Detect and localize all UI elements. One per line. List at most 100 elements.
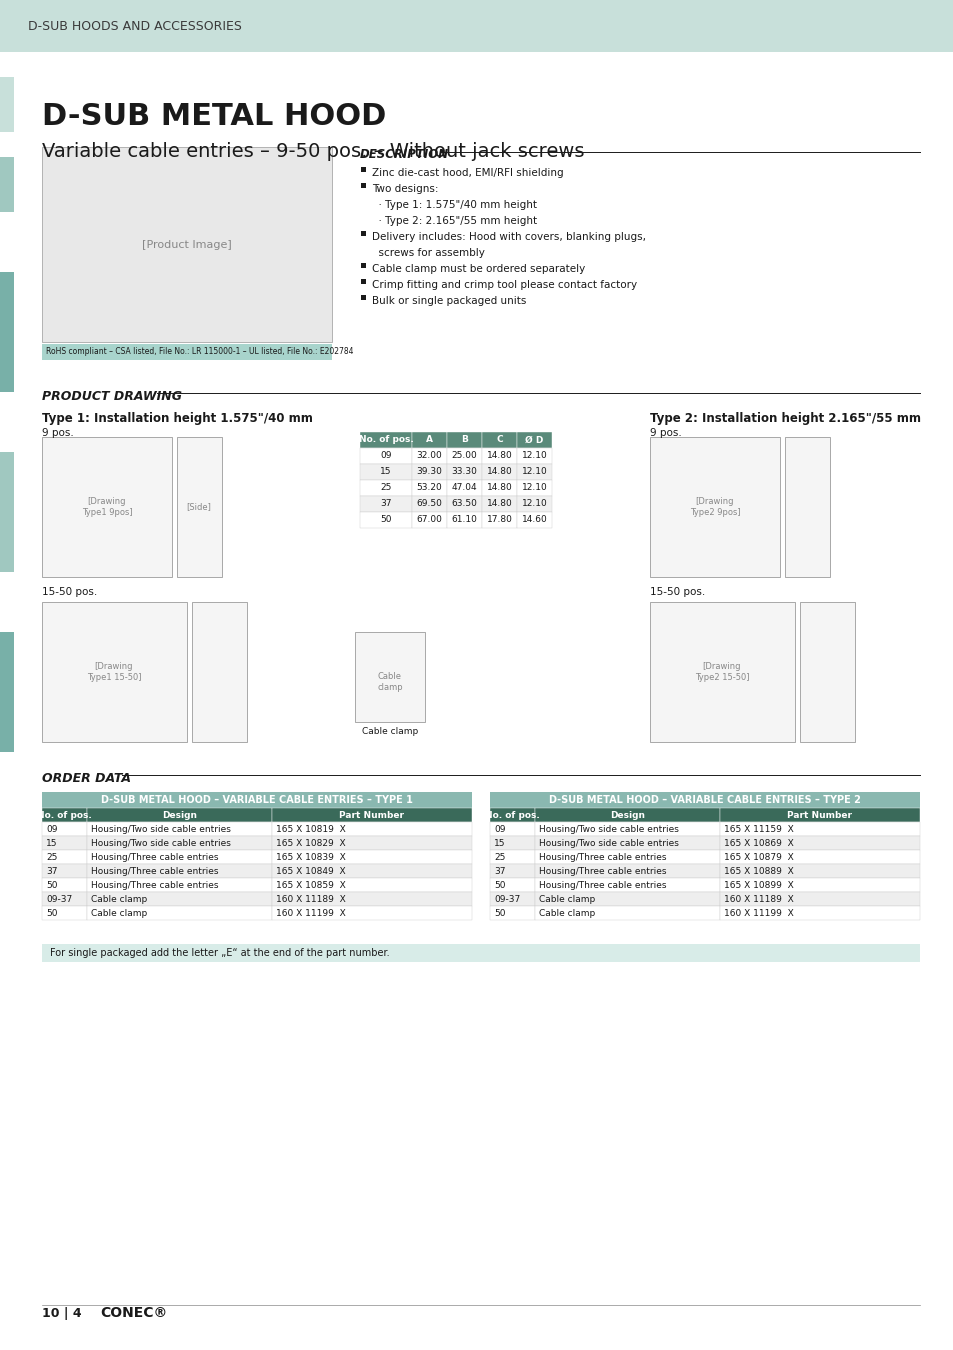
Bar — [192, 602, 247, 743]
Bar — [481, 432, 517, 448]
Text: 9 pos.: 9 pos. — [649, 428, 681, 437]
Text: 160 X 11189  X: 160 X 11189 X — [723, 895, 793, 903]
Text: 165 X 10859  X: 165 X 10859 X — [275, 880, 345, 890]
Bar — [490, 892, 535, 906]
Text: Bulk or single packaged units: Bulk or single packaged units — [372, 296, 526, 306]
Text: No. of pos.: No. of pos. — [358, 436, 413, 444]
Text: CONEC®: CONEC® — [100, 1305, 167, 1320]
Text: 12.10: 12.10 — [521, 451, 547, 460]
Bar — [447, 448, 481, 464]
Text: Design: Design — [609, 810, 644, 819]
Text: 67.00: 67.00 — [416, 516, 442, 525]
Bar — [359, 448, 412, 464]
Bar — [720, 850, 919, 864]
Bar — [272, 864, 472, 878]
Text: 50: 50 — [494, 880, 505, 890]
Text: 165 X 10899  X: 165 X 10899 X — [723, 880, 793, 890]
Text: 09-37: 09-37 — [46, 895, 72, 903]
Bar — [360, 296, 366, 300]
Bar — [360, 279, 366, 284]
Bar — [42, 878, 87, 892]
Bar — [42, 944, 919, 963]
Text: Housing/Three cable entries: Housing/Three cable entries — [91, 867, 218, 876]
Text: A: A — [426, 436, 433, 444]
Bar — [272, 878, 472, 892]
Text: 09: 09 — [380, 451, 392, 460]
Text: Cable clamp: Cable clamp — [538, 895, 595, 903]
Bar — [42, 792, 472, 809]
Text: 9 pos.: 9 pos. — [42, 428, 73, 437]
Bar — [412, 481, 447, 495]
Bar — [42, 850, 87, 864]
Text: 25: 25 — [380, 483, 392, 493]
Bar — [87, 822, 272, 836]
Text: Housing/Three cable entries: Housing/Three cable entries — [91, 880, 218, 890]
Bar — [42, 344, 332, 360]
Text: C: C — [496, 436, 502, 444]
Text: Type 1: Installation height 1.575"/40 mm: Type 1: Installation height 1.575"/40 mm — [42, 412, 313, 425]
Bar — [42, 906, 87, 919]
Text: Housing/Two side cable entries: Housing/Two side cable entries — [538, 825, 679, 833]
Text: 165 X 10819  X: 165 X 10819 X — [275, 825, 345, 833]
Text: Housing/Two side cable entries: Housing/Two side cable entries — [538, 838, 679, 848]
Text: D-SUB METAL HOOD: D-SUB METAL HOOD — [42, 103, 386, 131]
Text: DESCRIPTION: DESCRIPTION — [359, 148, 449, 161]
Text: Part Number: Part Number — [786, 810, 852, 819]
Text: · Type 2: 2.165"/55 mm height: · Type 2: 2.165"/55 mm height — [372, 216, 537, 225]
Text: [Drawing
Type1 15-50]: [Drawing Type1 15-50] — [87, 663, 141, 682]
Text: 63.50: 63.50 — [451, 500, 476, 509]
Bar — [535, 906, 720, 919]
Text: Cable clamp: Cable clamp — [361, 728, 417, 736]
Text: Type 2: Installation height 2.165"/55 mm: Type 2: Installation height 2.165"/55 mm — [649, 412, 920, 425]
Bar — [720, 809, 919, 822]
Bar — [412, 464, 447, 481]
Text: Cable clamp: Cable clamp — [91, 909, 147, 918]
Bar — [87, 836, 272, 850]
Bar — [42, 602, 187, 743]
Text: No. of pos.: No. of pos. — [37, 810, 91, 819]
Text: Housing/Three cable entries: Housing/Three cable entries — [538, 852, 666, 861]
Text: 165 X 10839  X: 165 X 10839 X — [275, 852, 345, 861]
Text: Delivery includes: Hood with covers, blanking plugs,: Delivery includes: Hood with covers, bla… — [372, 232, 645, 242]
Text: 37: 37 — [494, 867, 505, 876]
Bar — [535, 850, 720, 864]
Bar — [359, 432, 412, 448]
Text: 17.80: 17.80 — [486, 516, 512, 525]
Text: 50: 50 — [494, 909, 505, 918]
Text: 25.00: 25.00 — [451, 451, 476, 460]
Text: 12.10: 12.10 — [521, 467, 547, 477]
Text: 160 X 11199  X: 160 X 11199 X — [723, 909, 793, 918]
Text: 12.10: 12.10 — [521, 483, 547, 493]
Bar — [481, 481, 517, 495]
Text: Crimp fitting and crimp tool please contact factory: Crimp fitting and crimp tool please cont… — [372, 279, 637, 290]
Text: 165 X 11159  X: 165 X 11159 X — [723, 825, 793, 833]
Bar — [87, 906, 272, 919]
Text: screws for assembly: screws for assembly — [372, 248, 484, 258]
Text: 165 X 10889  X: 165 X 10889 X — [723, 867, 793, 876]
Bar — [490, 878, 535, 892]
Bar — [720, 906, 919, 919]
Text: [Drawing
Type2 15-50]: [Drawing Type2 15-50] — [694, 663, 748, 682]
Bar — [481, 448, 517, 464]
Bar — [447, 464, 481, 481]
Text: 37: 37 — [380, 500, 392, 509]
Bar — [720, 878, 919, 892]
Text: 15: 15 — [494, 838, 505, 848]
Bar — [0, 452, 14, 572]
Text: · Type 1: 1.575"/40 mm height: · Type 1: 1.575"/40 mm height — [372, 200, 537, 211]
Text: 09: 09 — [494, 825, 505, 833]
Bar — [447, 481, 481, 495]
Text: 15-50 pos.: 15-50 pos. — [649, 587, 704, 597]
Text: 15: 15 — [46, 838, 57, 848]
Text: RoHS compliant – CSA listed, File No.: LR 115000-1 – UL listed, File No.: E20278: RoHS compliant – CSA listed, File No.: L… — [46, 347, 354, 356]
Bar — [517, 495, 552, 512]
Bar — [87, 878, 272, 892]
Text: Variable cable entries – 9-50 pos. – Without jack screws: Variable cable entries – 9-50 pos. – Wit… — [42, 142, 584, 161]
Bar — [0, 77, 14, 132]
Bar — [359, 481, 412, 495]
Bar — [360, 167, 366, 171]
Bar — [0, 632, 14, 752]
Bar — [447, 495, 481, 512]
Bar — [87, 892, 272, 906]
Text: 32.00: 32.00 — [416, 451, 442, 460]
